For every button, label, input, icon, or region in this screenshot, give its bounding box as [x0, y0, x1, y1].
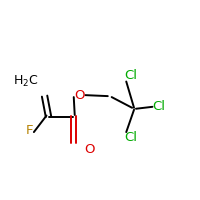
Text: Cl: Cl: [152, 100, 165, 113]
Text: F: F: [25, 124, 33, 137]
Text: O: O: [74, 89, 85, 102]
Text: O: O: [84, 143, 95, 156]
Text: Cl: Cl: [125, 69, 138, 82]
Text: Cl: Cl: [125, 131, 138, 144]
Text: H$_2$C: H$_2$C: [13, 74, 39, 89]
